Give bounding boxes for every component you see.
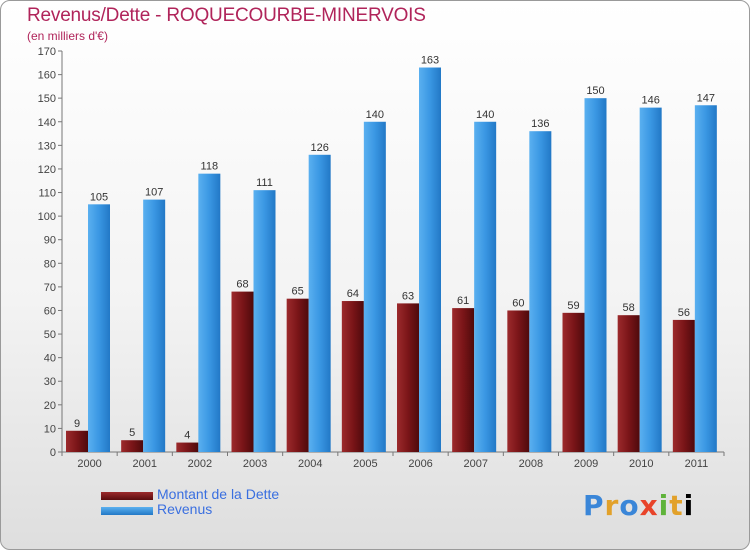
bar-debt (452, 308, 475, 452)
y-tick-label: 20 (44, 400, 56, 412)
bar-debt (341, 301, 364, 452)
bar-debt (672, 319, 695, 452)
data-label: 56 (678, 307, 690, 319)
bar-debt (66, 430, 88, 452)
data-label: 65 (292, 286, 304, 298)
y-tick-label: 50 (44, 329, 56, 341)
legend-label-revenue: Revenus (157, 501, 213, 517)
data-label: 5 (129, 427, 135, 439)
chart-title: Revenus/Dette - ROQUECOURBE-MINERVOIS (27, 5, 426, 26)
data-label: 60 (512, 297, 524, 309)
data-label: 150 (586, 85, 604, 97)
bar-debt (121, 440, 144, 452)
y-tick-label: 10 (44, 423, 56, 435)
y-tick-label: 70 (44, 282, 56, 294)
x-tick-label: 2003 (243, 458, 267, 470)
data-label: 140 (476, 109, 494, 121)
bar-revenue (584, 98, 607, 453)
data-label: 61 (457, 295, 469, 307)
y-tick-label: 90 (44, 235, 56, 247)
y-tick-label: 110 (38, 188, 56, 200)
chart-subtitle: (en milliers d'€) (27, 29, 108, 43)
bar-debt (231, 291, 254, 452)
y-tick-label: 170 (38, 46, 56, 58)
y-tick-label: 0 (50, 447, 56, 459)
bar-debt (397, 303, 419, 452)
y-tick-label: 30 (44, 376, 56, 388)
data-label: 63 (402, 290, 414, 302)
x-tick-label: 2007 (464, 458, 488, 470)
bar-revenue (88, 204, 110, 452)
data-label: 107 (145, 187, 163, 199)
bar-revenue (198, 173, 221, 453)
bar-debt (176, 442, 199, 452)
data-label: 9 (74, 418, 80, 430)
x-tick-label: 2004 (298, 458, 322, 470)
data-labels: 9 105 5 107 4 118 68 111 65 126 64 140 63 163 61 140 60 1… (74, 55, 715, 442)
y-tick-label: 120 (38, 164, 56, 176)
y-tick-label: 140 (38, 117, 56, 129)
data-label: 118 (201, 161, 219, 173)
data-label: 147 (697, 92, 715, 104)
data-label: 136 (531, 118, 549, 130)
legend-swatch-revenue (101, 507, 153, 515)
bar-revenue (253, 190, 276, 452)
bars (66, 67, 717, 453)
bar-debt (507, 310, 530, 452)
y-tick-label: 80 (44, 258, 56, 270)
bar-revenue (363, 121, 386, 452)
bar-revenue (143, 199, 166, 452)
y-tick-label: 40 (44, 353, 56, 365)
bar-revenue (419, 67, 441, 452)
x-tick-label: 2006 (408, 458, 432, 470)
y-tick-label: 130 (38, 140, 56, 152)
legend-swatch-debt (101, 492, 153, 500)
bar-revenue (529, 131, 552, 452)
data-label: 68 (236, 279, 248, 291)
x-tick-label: 2000 (77, 458, 101, 470)
data-label: 58 (623, 302, 635, 314)
y-tick-label: 160 (38, 70, 56, 82)
x-tick-label: 2001 (133, 458, 157, 470)
data-label: 146 (641, 95, 659, 107)
data-label: 140 (366, 109, 384, 121)
data-label: 126 (310, 142, 328, 154)
bar-debt (562, 312, 585, 452)
x-tick-label: 2005 (353, 458, 377, 470)
y-tick-label: 150 (38, 93, 56, 105)
bar-revenue (474, 121, 497, 452)
bar-debt (617, 315, 640, 452)
data-label: 64 (347, 288, 359, 300)
x-tick-label: 2011 (685, 458, 709, 470)
data-label: 105 (90, 191, 108, 203)
bar-revenue (308, 154, 331, 452)
x-tick-label: 2002 (188, 458, 212, 470)
bar-revenue (694, 105, 717, 453)
proxiti-logo: Proxiti (583, 489, 695, 522)
bar-revenue (639, 107, 662, 453)
x-tick-label: 2010 (629, 458, 653, 470)
x-tick-label: 2009 (574, 458, 598, 470)
legend-label-debt: Montant de la Dette (157, 486, 280, 502)
data-label: 163 (421, 55, 439, 67)
data-label: 4 (184, 430, 190, 442)
x-tick-label: 2008 (519, 458, 543, 470)
y-tick-label: 60 (44, 305, 56, 317)
data-label: 59 (567, 300, 579, 312)
bar-debt (286, 298, 309, 452)
y-axis: 0 10 20 30 40 50 60 70 80 90 100 110 120 130 140 150 160… (38, 46, 63, 459)
y-tick-label: 100 (38, 211, 56, 223)
x-axis: 2000 2001 2002 2003 2004 2005 2006 2007 2008 2009… (61, 451, 725, 470)
data-label: 111 (256, 177, 273, 189)
